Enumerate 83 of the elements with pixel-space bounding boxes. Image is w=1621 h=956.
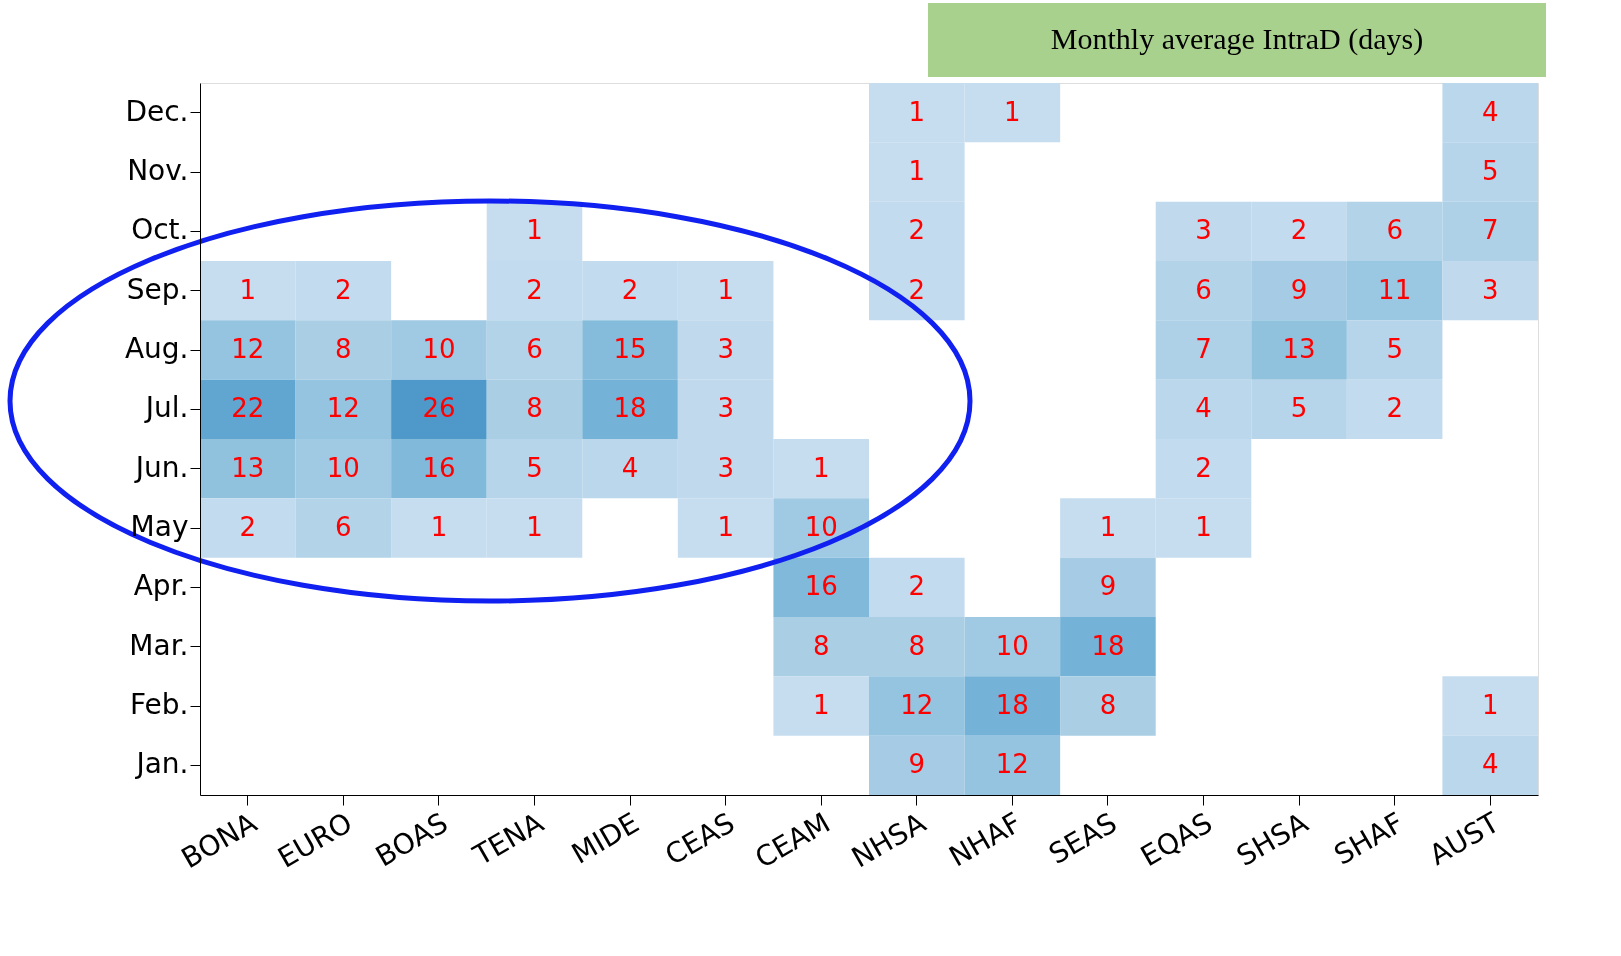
y-tick-label: Jun. xyxy=(133,450,189,484)
data-label: 6 xyxy=(526,334,543,364)
data-label: 13 xyxy=(1282,334,1316,364)
data-label: 3 xyxy=(717,452,734,483)
data-label: 1 xyxy=(1195,512,1212,542)
y-tick-label: Apr. xyxy=(133,569,189,603)
y-tick-label: Sep. xyxy=(126,272,189,306)
data-label: 2 xyxy=(526,274,543,305)
data-label: 18 xyxy=(613,393,647,424)
data-label: 8 xyxy=(812,630,830,661)
data-label: 5 xyxy=(1386,334,1403,364)
data-label: 8 xyxy=(908,630,926,661)
data-label: 9 xyxy=(1290,274,1308,305)
data-label: 1 xyxy=(1099,512,1117,542)
data-label: 1 xyxy=(812,452,830,483)
data-label: 9 xyxy=(1099,571,1117,602)
data-label: 5 xyxy=(1481,156,1499,186)
y-tick-label: Oct. xyxy=(131,213,189,247)
data-label: 1 xyxy=(908,96,926,127)
data-label: 2 xyxy=(1290,215,1308,246)
y-tick-label: Nov. xyxy=(127,154,189,187)
data-label: 16 xyxy=(422,452,456,483)
data-label: 1 xyxy=(717,512,734,542)
y-tick-label: Feb. xyxy=(130,688,189,721)
data-label: 10 xyxy=(422,334,456,364)
chart-title: Monthly average IntraD (days) xyxy=(1050,22,1424,56)
data-label: 2 xyxy=(335,274,352,305)
data-label: 6 xyxy=(1195,274,1212,305)
data-label: 5 xyxy=(1290,393,1308,424)
data-label: 4 xyxy=(1195,393,1212,424)
data-label: 10 xyxy=(326,452,360,483)
data-label: 2 xyxy=(239,512,257,542)
data-label: 9 xyxy=(908,749,926,780)
data-label: 5 xyxy=(526,452,543,483)
data-label: 12 xyxy=(326,393,360,424)
data-label: 7 xyxy=(1195,334,1212,364)
data-label: 8 xyxy=(335,334,352,364)
data-label: 1 xyxy=(1004,96,1021,127)
data-label: 4 xyxy=(1481,96,1499,127)
data-label: 13 xyxy=(231,452,265,483)
data-label: 1 xyxy=(430,512,448,542)
data-label: 2 xyxy=(621,274,639,305)
data-label: 6 xyxy=(335,512,352,542)
data-label: 12 xyxy=(900,690,934,720)
y-tick-label: Mar. xyxy=(129,628,189,662)
y-tick-label: Jul. xyxy=(143,391,189,425)
data-label: 15 xyxy=(613,334,647,364)
data-label: 2 xyxy=(908,274,926,305)
data-label: 1 xyxy=(526,512,543,542)
y-tick-label: Aug. xyxy=(124,332,189,365)
data-label: 7 xyxy=(1481,215,1499,246)
y-tick-label: Dec. xyxy=(125,94,189,128)
data-label: 1 xyxy=(526,215,543,246)
y-tick-label: Jan. xyxy=(134,747,189,781)
data-label: 3 xyxy=(1481,274,1499,305)
data-label: 1 xyxy=(717,274,734,305)
data-label: 2 xyxy=(908,571,926,602)
data-label: 2 xyxy=(908,215,926,246)
data-label: 1 xyxy=(239,274,257,305)
data-label: 3 xyxy=(717,393,734,424)
data-label: 2 xyxy=(1386,393,1403,424)
data-label: 1 xyxy=(1481,690,1499,720)
data-label: 4 xyxy=(621,452,639,483)
data-label: 12 xyxy=(995,749,1029,780)
data-label: 10 xyxy=(995,630,1029,661)
data-label: 4 xyxy=(1481,749,1499,780)
data-label: 10 xyxy=(804,512,838,542)
data-label: 8 xyxy=(526,393,543,424)
data-label: 22 xyxy=(231,393,265,424)
data-label: 8 xyxy=(1099,690,1117,720)
data-label: 2 xyxy=(1195,452,1212,483)
data-label: 18 xyxy=(995,690,1029,720)
data-label: 12 xyxy=(231,334,265,364)
data-label: 26 xyxy=(422,393,456,424)
data-label: 1 xyxy=(812,690,830,720)
data-label: 3 xyxy=(1195,215,1212,246)
y-tick-label: May xyxy=(130,510,189,543)
data-label: 1 xyxy=(908,156,926,186)
data-label: 18 xyxy=(1091,630,1125,661)
data-label: 6 xyxy=(1386,215,1403,246)
data-label: 11 xyxy=(1378,274,1412,305)
data-label: 3 xyxy=(717,334,734,364)
data-label: 16 xyxy=(804,571,838,602)
